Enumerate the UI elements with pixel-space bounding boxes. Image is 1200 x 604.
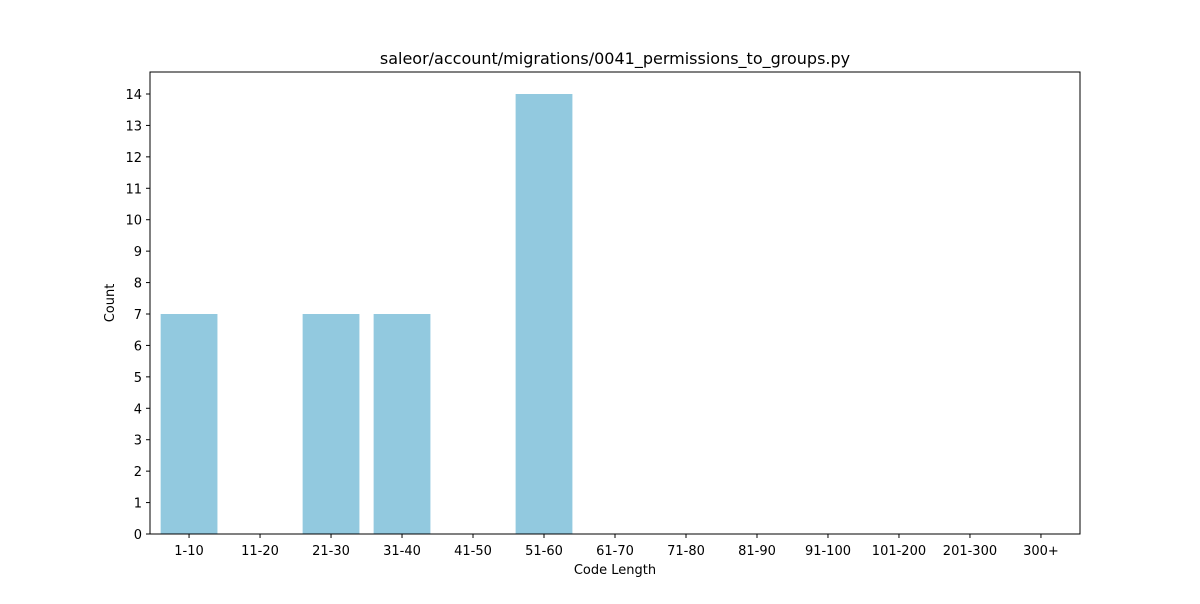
bar-51-60: [515, 94, 573, 534]
y-tick-label: 2: [134, 465, 142, 480]
y-tick-label: 0: [134, 528, 142, 543]
y-axis-label: Count: [103, 284, 118, 323]
y-tick-label: 13: [125, 119, 142, 134]
x-tick-label: 21-30: [312, 544, 350, 559]
x-tick-label: 51-60: [525, 544, 563, 559]
bar-31-40: [373, 314, 431, 534]
x-tick-label: 31-40: [383, 544, 421, 559]
bar-1-10: [160, 314, 218, 534]
x-tick-label: 91-100: [805, 544, 851, 559]
x-tick-label: 101-200: [872, 544, 926, 559]
x-tick-label: 201-300: [943, 544, 997, 559]
x-tick-label: 11-20: [241, 544, 279, 559]
x-tick-label: 300+: [1023, 544, 1059, 559]
y-tick-label: 6: [134, 339, 142, 354]
y-tick-label: 3: [134, 434, 142, 449]
y-tick-label: 10: [125, 214, 142, 229]
x-axis-label: Code Length: [574, 563, 656, 578]
y-tick-label: 14: [125, 88, 142, 103]
y-tick-label: 5: [134, 371, 142, 386]
plot-area-frame: [149, 71, 1081, 535]
y-tick-label: 7: [134, 308, 142, 323]
x-axis-ticks: 1-10 11-20 21-30 31-40 41-50 51-60 61-70 71-80 8…: [174, 534, 1059, 559]
y-tick-label: 11: [125, 182, 142, 197]
x-tick-label: 41-50: [454, 544, 492, 559]
y-tick-label: 8: [134, 277, 142, 292]
bars-layer: [160, 94, 573, 534]
x-tick-label: 61-70: [596, 544, 634, 559]
bar-21-30: [302, 314, 360, 534]
y-tick-label: 12: [125, 151, 142, 166]
y-tick-label: 9: [134, 245, 142, 260]
y-tick-label: 4: [134, 402, 142, 417]
x-tick-label: 71-80: [667, 544, 705, 559]
x-tick-label: 81-90: [738, 544, 776, 559]
y-tick-label: 1: [134, 497, 142, 512]
x-tick-label: 1-10: [174, 544, 204, 559]
chart-title: saleor/account/migrations/0041_permissio…: [380, 49, 850, 69]
